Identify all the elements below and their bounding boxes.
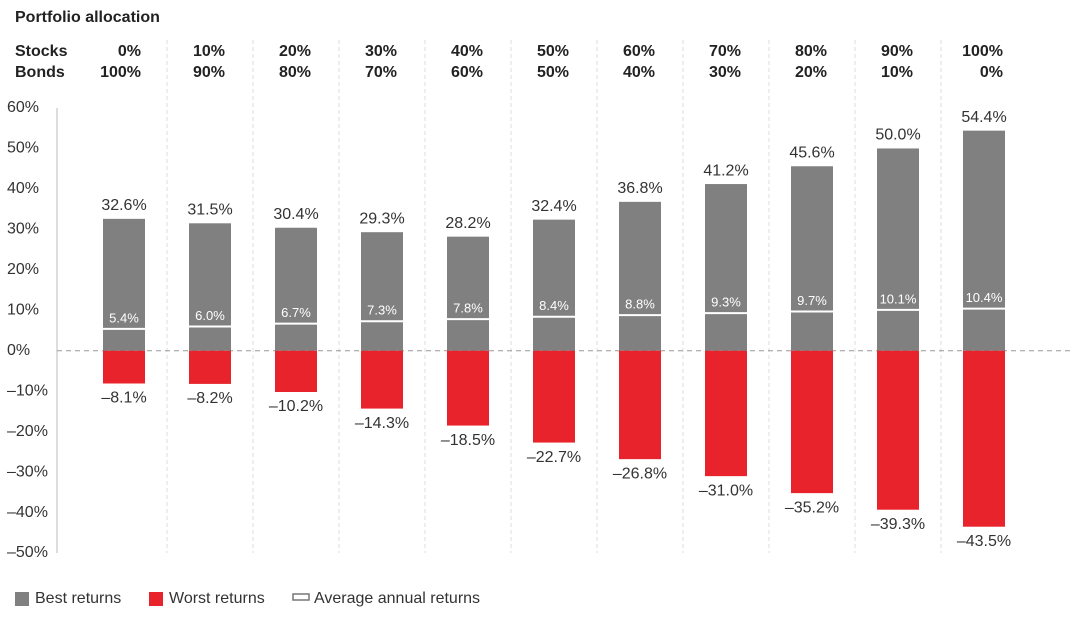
y-tick-label: 50% [7,140,39,157]
bonds-label: 40% [623,64,655,81]
y-tick-label: 20% [7,261,39,278]
legend-swatch [292,593,310,601]
bar [877,148,919,351]
stocks-label: 70% [709,43,741,60]
value-label: 54.4% [961,109,1006,126]
value-label: –10.2% [269,398,323,415]
stocks-label: 20% [279,43,311,60]
value-label: 8.8% [625,297,655,312]
y-tick-label: 40% [7,180,39,197]
bar [791,166,833,351]
value-label: 10.1% [880,291,917,306]
value-label: 7.8% [453,301,483,316]
y-tick-label: –40% [7,504,48,521]
bar [791,350,833,494]
value-label: –8.2% [187,390,232,407]
bar [103,218,145,351]
y-tick-label: 60% [7,99,39,116]
value-label: –39.3% [871,516,925,533]
value-label: 9.3% [711,295,741,310]
value-label: 8.4% [539,298,569,313]
value-label: –35.2% [785,499,839,516]
value-label: –18.5% [441,432,495,449]
value-label: 32.4% [531,198,576,215]
row-label: Bonds [15,64,65,81]
bar [963,130,1005,351]
y-tick-label: –50% [7,544,48,561]
value-label: –43.5% [957,533,1011,550]
bonds-label: 50% [537,64,569,81]
stocks-label: 30% [365,43,397,60]
stocks-label: 50% [537,43,569,60]
bar [705,350,747,477]
value-label: 6.0% [195,308,225,323]
stocks-label: 90% [881,43,913,60]
bonds-label: 80% [279,64,311,81]
legend-label: Worst returns [169,590,265,607]
bonds-label: 100% [100,64,141,81]
bar [361,350,403,409]
bonds-label: 70% [365,64,397,81]
value-label: 7.3% [367,303,397,318]
row-label: Stocks [15,43,68,60]
y-tick-label: –20% [7,423,48,440]
bonds-label: 60% [451,64,483,81]
stocks-label: 80% [795,43,827,60]
value-label: 50.0% [875,127,920,144]
y-tick-label: –30% [7,463,48,480]
bar [275,350,317,392]
stocks-label: 60% [623,43,655,60]
value-label: –26.8% [613,465,667,482]
bar [877,350,919,510]
legend-swatch [149,592,163,606]
bar [619,350,661,460]
bar [533,350,575,443]
value-label: 6.7% [281,305,311,320]
value-label: 45.6% [789,144,834,161]
y-tick-label: –10% [7,382,48,399]
value-label: 30.4% [273,206,318,223]
chart-title: Portfolio allocation [15,9,160,26]
value-label: –14.3% [355,415,409,432]
value-label: 5.4% [109,310,139,325]
value-label: 9.7% [797,293,827,308]
bar [447,236,489,351]
legend-label: Best returns [35,590,121,607]
stocks-label: 40% [451,43,483,60]
bonds-label: 30% [709,64,741,81]
value-label: 31.5% [187,202,232,219]
value-label: 28.2% [445,215,490,232]
value-label: 41.2% [703,162,748,179]
bar [361,232,403,351]
bonds-label: 10% [881,64,913,81]
bonds-label: 90% [193,64,225,81]
y-tick-label: 0% [7,342,30,359]
value-label: –31.0% [699,482,753,499]
legend-swatch [15,592,29,606]
bonds-label: 20% [795,64,827,81]
value-label: 36.8% [617,180,662,197]
value-label: 29.3% [359,210,404,227]
bar [275,227,317,351]
bar [103,350,145,384]
bar [533,219,575,351]
stocks-label: 0% [118,43,141,60]
value-label: –8.1% [101,390,146,407]
bonds-label: 0% [980,64,1003,81]
stocks-label: 100% [962,43,1003,60]
bar [705,184,747,351]
y-tick-label: 10% [7,301,39,318]
bar [189,223,231,351]
stocks-label: 10% [193,43,225,60]
bar [963,350,1005,527]
y-tick-label: 30% [7,221,39,238]
legend-label: Average annual returns [314,590,480,607]
bar [189,350,231,384]
value-label: –22.7% [527,449,581,466]
value-label: 32.6% [101,197,146,214]
bar [447,350,489,426]
bar [619,201,661,351]
value-label: 10.4% [966,290,1003,305]
